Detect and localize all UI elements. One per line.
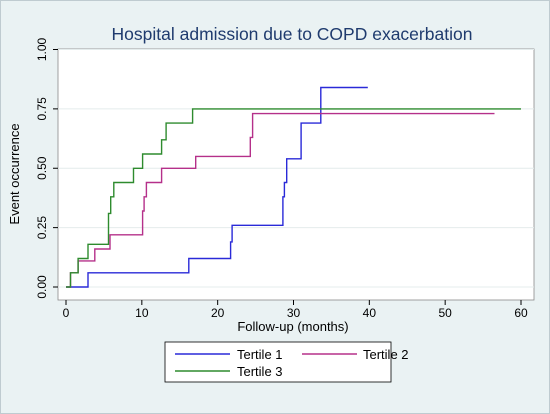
x-tick-label: 30 xyxy=(287,306,301,320)
x-tick-label: 20 xyxy=(211,306,225,320)
series-line-tertile-1 xyxy=(66,86,368,288)
legend: Tertile 1 Tertile 2 Tertile 3 xyxy=(164,341,409,383)
x-tick-label: 50 xyxy=(438,306,452,320)
x-tick-label: 60 xyxy=(514,306,528,320)
y-tick-label: 0.50 xyxy=(35,156,49,180)
legend-box xyxy=(164,341,392,383)
x-tick-label: 0 xyxy=(63,306,70,320)
y-tick-label: 1.00 xyxy=(35,37,49,61)
plot-area xyxy=(57,48,535,301)
x-axis-label: Follow-up (months) xyxy=(237,319,348,334)
series-line-tertile-2 xyxy=(66,112,495,288)
legend-label-tertile-2: Tertile 2 xyxy=(363,347,409,362)
y-axis-label: Event occurrence xyxy=(7,123,22,224)
legend-label-tertile-1: Tertile 1 xyxy=(237,347,283,362)
legend-label-tertile-3: Tertile 3 xyxy=(237,364,283,379)
y-tick-label: 0.25 xyxy=(35,216,49,240)
y-tick-label: 0.75 xyxy=(35,97,49,121)
axes: 0.00 0.25 0.50 0.75 1.00 0 10 20 30 40 50 60 xyxy=(35,37,528,320)
series-layer xyxy=(66,86,521,288)
y-tick-label: 0.00 xyxy=(35,275,49,299)
series-line-tertile-3 xyxy=(66,108,521,288)
x-tick-label: 40 xyxy=(363,306,377,320)
chart-title: Hospital admission due to COPD exacerbat… xyxy=(112,24,473,44)
x-tick-label: 10 xyxy=(135,306,149,320)
